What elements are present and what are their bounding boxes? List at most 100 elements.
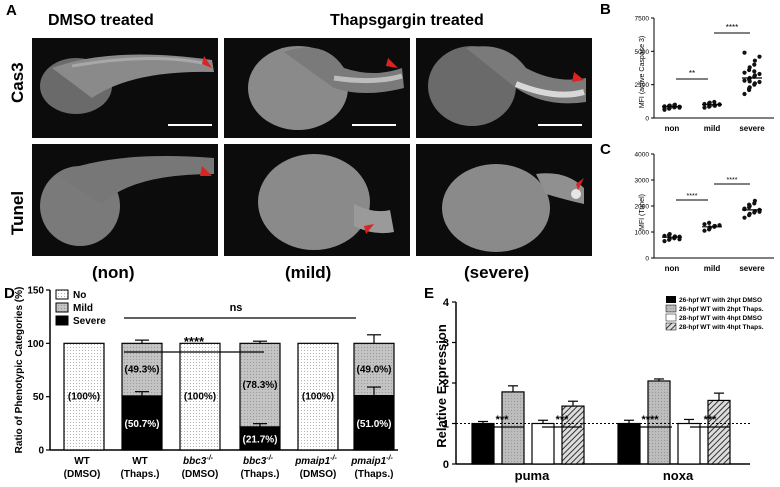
panel-c-letter: C <box>600 141 611 158</box>
panel-d-xtick-gene: pmaip1-/- <box>294 455 337 467</box>
panel-b-sig-severe: **** <box>726 23 738 32</box>
panel-b-letter: B <box>600 1 611 18</box>
y-tick-label: 0 <box>645 256 649 263</box>
percent-label: (49.0%) <box>356 364 391 375</box>
e-legend-swatch-3 <box>665 322 677 331</box>
data-point <box>747 211 752 216</box>
legend-severe-label: Severe <box>73 316 106 327</box>
panel-d-xtick-cond: (Thaps.) <box>241 469 280 480</box>
panel-d-sig-ns: ns <box>230 302 243 314</box>
panel-b-xtick: non <box>665 124 680 133</box>
y-tick-label: 100 <box>27 339 44 350</box>
e-sig: *** <box>496 414 510 426</box>
panel-c-chart: C MFI (Tunel) 0 1000 2000 3000 4000 non mild… <box>600 141 774 273</box>
bar-mild <box>353 342 395 397</box>
e-legend-swatch-1 <box>665 304 677 313</box>
percent-label: (49.3%) <box>124 365 159 376</box>
y-tick-label: 4000 <box>635 152 650 159</box>
panel-c-sig-mild: **** <box>687 193 698 200</box>
percent-label: (100%) <box>302 392 334 403</box>
data-point <box>712 99 717 105</box>
data-point <box>757 79 762 85</box>
panel-d-xtick-cond: (DMSO) <box>182 469 219 480</box>
data-point <box>747 202 752 207</box>
panel-a-letter: A <box>6 2 17 19</box>
panel-d-xtick-gene: bbc3-/- <box>243 455 274 467</box>
y-tick-label: 0 <box>38 446 44 457</box>
data-point <box>742 207 747 212</box>
panel-d-xtick-cond: (Thaps.) <box>355 469 394 480</box>
e-sig: *** <box>704 414 718 426</box>
panel-d-xtick-cond: (DMSO) <box>300 469 337 480</box>
data-point <box>742 91 747 97</box>
y-tick-label: 50 <box>33 392 45 403</box>
expression-bar <box>501 391 525 465</box>
data-point <box>757 71 762 77</box>
y-tick-label: 7500 <box>635 16 650 23</box>
data-point <box>667 231 672 237</box>
panel-d-xtick-gene: bbc3-/- <box>183 455 214 467</box>
percent-label: (78.3%) <box>242 380 277 391</box>
y-tick-label: 5000 <box>635 49 650 56</box>
panel-d-xtick-gene: pmaip1-/- <box>350 455 393 467</box>
panel-d-letter: D <box>4 285 15 302</box>
expression-bar <box>677 422 701 465</box>
expression-bar <box>707 399 731 465</box>
cas3-row-label: Cas3 <box>8 62 27 103</box>
cas3-severe-micrograph <box>416 38 592 138</box>
e-legend-label: 28-hpf WT with 4hpt Thaps. <box>679 324 764 331</box>
thapsgargin-column-heading: Thapsgargin treated <box>330 12 484 29</box>
data-point <box>752 198 757 203</box>
data-point <box>662 106 667 111</box>
y-tick-label: 2 <box>443 378 449 390</box>
panel-b-xtick: mild <box>704 124 721 133</box>
panel-d-sig-bbc3: **** <box>184 334 205 349</box>
y-tick-label: 4 <box>443 297 450 309</box>
legend-no-swatch <box>55 289 69 300</box>
percent-label: (100%) <box>68 392 100 403</box>
bar-severe <box>121 395 163 451</box>
dmso-column-heading: DMSO treated <box>48 12 154 29</box>
panel-d-xtick-gene: WT <box>74 456 90 467</box>
percent-label: (51.0%) <box>356 419 391 430</box>
mild-category-label: (mild) <box>285 263 332 282</box>
data-point <box>742 215 747 220</box>
y-tick-label: 0 <box>645 116 649 123</box>
panel-d-xtick-gene: WT <box>132 456 148 467</box>
panel-c-xtick: non <box>665 264 680 273</box>
data-point <box>757 54 762 59</box>
data-point <box>752 81 757 86</box>
legend-severe-swatch <box>55 315 69 326</box>
data-point <box>707 220 712 225</box>
y-tick-label: 3000 <box>635 178 650 185</box>
panel-e-chart: E Relative Expression 26-hpf WT with 2hp… <box>424 285 764 483</box>
bar-no <box>297 342 339 451</box>
cas3-mild-micrograph <box>224 38 410 138</box>
data-point <box>742 50 747 55</box>
y-tick-label: 150 <box>27 286 44 297</box>
y-tick-label: 2000 <box>635 204 650 211</box>
data-point <box>677 237 682 242</box>
panel-c-ylabel: MFI (Tunel) <box>639 194 646 230</box>
percent-label: (50.7%) <box>124 419 159 430</box>
legend-mild-label: Mild <box>73 303 93 314</box>
tunel-non-micrograph <box>32 144 218 256</box>
y-tick-label: 3 <box>443 338 449 350</box>
e-group-puma: puma <box>515 468 550 483</box>
expression-bar <box>647 380 671 465</box>
e-sig: **** <box>641 414 659 426</box>
panel-e-letter: E <box>424 285 434 302</box>
expression-bar <box>617 422 641 465</box>
panel-c-xtick: mild <box>704 264 721 273</box>
data-point <box>752 73 757 78</box>
data-point <box>702 101 707 107</box>
data-point <box>742 78 747 83</box>
e-legend-swatch-0 <box>666 296 676 303</box>
e-sig: *** <box>556 414 570 426</box>
cas3-non-micrograph <box>32 38 218 138</box>
panel-b-sig-mild: ** <box>689 69 695 78</box>
panel-b-ylabel: MFI (active Caspase 3) <box>639 36 646 108</box>
data-point <box>747 79 752 84</box>
expression-bar <box>531 422 555 465</box>
tunel-mild-micrograph <box>224 144 410 256</box>
